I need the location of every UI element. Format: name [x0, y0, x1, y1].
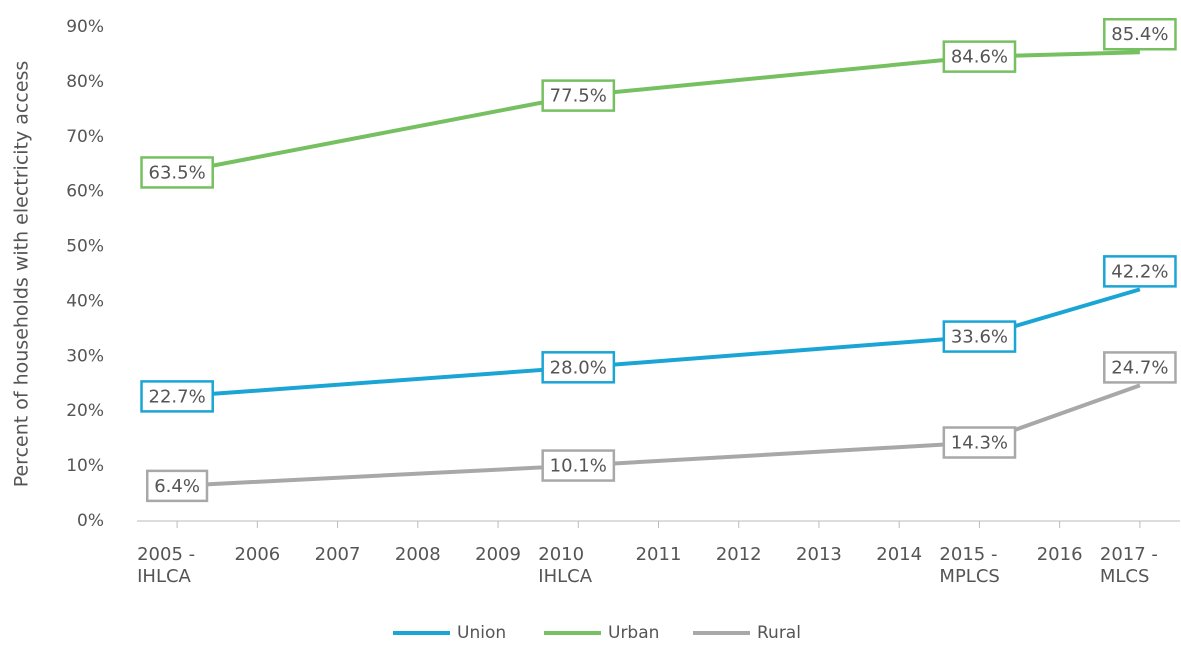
data-label-box	[140, 380, 214, 413]
series-line	[177, 383, 1141, 488]
data-label-text: 63.5%	[149, 162, 206, 183]
x-tick-label-text: 2010 IHLCA	[538, 544, 593, 587]
x-tick-label: 2011	[619, 544, 699, 566]
x-tick-label: 2010 IHLCA	[538, 544, 618, 588]
y-tick-label: 50%	[66, 237, 104, 257]
data-label: 33.6%	[942, 320, 1017, 353]
x-tick-label: 2014	[859, 544, 939, 566]
x-tick-label: 2009	[458, 544, 538, 566]
x-tick-label: 2005 - IHLCA	[137, 544, 217, 588]
legend-label: Union	[457, 623, 506, 643]
data-label: 10.1%	[541, 449, 616, 482]
x-tick-label-text: 2014	[876, 544, 923, 565]
data-label-text: 85.4%	[1111, 24, 1168, 45]
x-tick-label: 2008	[378, 544, 458, 566]
y-axis-title: Percent of households with electricity a…	[11, 61, 33, 488]
data-label: 77.5%	[541, 79, 616, 112]
x-tick-label: 2017 - MLCS	[1100, 544, 1180, 588]
data-label-text: 10.1%	[550, 456, 607, 477]
data-label-text: 28.0%	[550, 357, 607, 378]
y-tick-label: 20%	[66, 401, 104, 421]
data-label: 14.3%	[942, 426, 1017, 459]
y-tick-label: 0%	[77, 511, 104, 531]
series-line	[176, 50, 1140, 175]
y-tick-label: 30%	[66, 346, 104, 366]
y-tick-label: 40%	[66, 291, 104, 311]
data-label-text: 42.2%	[1111, 261, 1168, 282]
data-label-box	[942, 320, 1017, 353]
x-tick-label-text: 2015 - MPLCS	[939, 544, 1000, 587]
y-tick-label: 90%	[66, 17, 104, 37]
x-tick-label-text: 2007	[314, 544, 361, 565]
data-label-box	[1103, 351, 1177, 384]
x-tick-label: 2016	[1020, 544, 1100, 566]
x-tick-label-text: 2013	[796, 544, 842, 565]
x-tick-label-text: 2017 - MLCS	[1099, 544, 1158, 587]
data-label-text: 22.7%	[149, 386, 206, 407]
x-tick-label-text: 2006	[234, 544, 281, 565]
data-label: 85.4%	[1103, 17, 1177, 51]
x-tick-label: 2012	[699, 544, 779, 566]
x-tick-label-text: 2008	[394, 544, 441, 565]
x-tick-label-text: 2009	[475, 544, 521, 565]
data-label-box	[942, 426, 1017, 459]
data-label-box	[1103, 255, 1177, 288]
data-label-text: 24.7%	[1111, 357, 1168, 378]
data-label-text: 14.3%	[951, 433, 1008, 454]
data-label-box	[541, 449, 616, 482]
series-line	[176, 287, 1141, 399]
data-label-box	[541, 351, 616, 384]
y-tick-label: 80%	[66, 72, 104, 92]
x-tick-label-text: 2005 - IHLCA	[137, 544, 196, 587]
legend-label: Rural	[757, 623, 801, 643]
y-tick-label: 10%	[66, 456, 104, 476]
data-label-box	[1103, 17, 1177, 51]
x-tick-label: 2006	[217, 544, 297, 566]
data-label-text: 77.5%	[550, 86, 607, 107]
data-label-box	[145, 469, 209, 503]
data-label-text: 6.4%	[154, 476, 200, 497]
data-label-text: 33.6%	[951, 327, 1008, 348]
data-label: 84.6%	[942, 40, 1017, 73]
data-label: 6.4%	[145, 469, 209, 503]
data-label-box	[541, 79, 616, 112]
data-label-text: 84.6%	[951, 47, 1008, 68]
data-label: 28.0%	[541, 351, 616, 384]
data-label: 22.7%	[140, 380, 214, 413]
x-tick-label-text: 2016	[1036, 544, 1083, 565]
x-tick-label-text: 2011	[635, 544, 682, 565]
x-tick-label: 2015 - MPLCS	[939, 544, 1019, 588]
data-label: 24.7%	[1103, 351, 1177, 384]
data-label: 42.2%	[1103, 255, 1177, 288]
legend-label: Urban	[608, 623, 659, 643]
x-tick-label: 2013	[779, 544, 859, 566]
x-tick-label-text: 2012	[715, 544, 762, 565]
x-tick-label: 2007	[298, 544, 378, 566]
data-label: 63.5%	[140, 156, 214, 189]
y-tick-label: 60%	[66, 182, 104, 202]
y-tick-label: 70%	[66, 127, 104, 147]
data-label-box	[140, 156, 214, 189]
data-label-box	[942, 40, 1017, 73]
